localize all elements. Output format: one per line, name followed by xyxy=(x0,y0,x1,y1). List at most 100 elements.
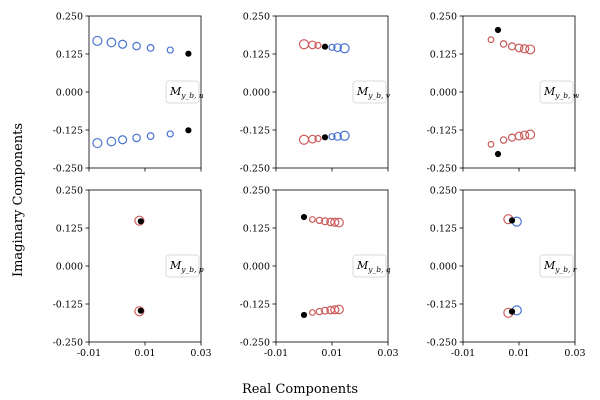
y-tick-label: 0.000 xyxy=(243,261,270,272)
pole-point xyxy=(137,218,144,225)
pole-marker xyxy=(507,42,517,51)
pole-marker xyxy=(309,309,316,316)
pole-point xyxy=(494,150,502,158)
legend-box xyxy=(352,80,387,104)
pole-marker xyxy=(487,140,495,148)
y-tick-label: 0.125 xyxy=(56,223,83,234)
pole-marker xyxy=(321,306,330,315)
y-tick-label: 0.000 xyxy=(430,87,457,98)
pole-marker xyxy=(92,137,103,149)
y-tick-label: 0.250 xyxy=(430,11,457,22)
pole-marker xyxy=(314,41,322,50)
pole-marker xyxy=(321,217,330,226)
pole-marker xyxy=(166,130,174,138)
legend-box xyxy=(165,80,200,104)
x-tick-label: 0.03 xyxy=(377,348,398,359)
x-tick-label: 0.01 xyxy=(321,348,342,359)
y-tick-label: -0.250 xyxy=(240,163,270,174)
y-tick-label: 0.250 xyxy=(56,11,83,22)
pole-point xyxy=(185,127,192,134)
subplot-4: 0.250 0.125 0.000 -0.125 -0.250-0.01 0.01 0.03… xyxy=(53,185,212,359)
pole-point xyxy=(185,50,192,57)
pole-marker xyxy=(330,217,340,227)
y-tick-label: 0.250 xyxy=(243,11,270,22)
legend-label: My_b, r xyxy=(543,259,577,274)
pole-marker xyxy=(514,43,524,53)
legend-label: My_b, v xyxy=(356,85,391,100)
x-tick-label: -0.01 xyxy=(77,348,101,359)
pole-point xyxy=(508,308,516,315)
pole-marker xyxy=(525,129,536,140)
subplot-2: 0.250 0.125 0.000 -0.125 -0.250 My_b, v xyxy=(240,11,391,174)
y-tick-label: 0.250 xyxy=(56,185,83,196)
y-tick-label: 0.125 xyxy=(430,49,457,60)
subplot-1: 0.250 0.125 0.000 -0.125 -0.250 My_b, u xyxy=(53,11,204,174)
pole-marker xyxy=(333,43,343,53)
pole-marker xyxy=(309,216,316,223)
y-tick-label: 0.250 xyxy=(430,185,457,196)
pole-marker xyxy=(334,217,344,228)
y-tick-label: 0.000 xyxy=(56,261,83,272)
pole-marker xyxy=(339,43,350,54)
y-tick-label: 0.125 xyxy=(56,49,83,60)
legend-label: My_b, u xyxy=(169,85,204,100)
y-tick-label: -0.125 xyxy=(53,299,83,310)
pole-marker xyxy=(333,131,343,141)
pole-marker xyxy=(132,133,141,143)
y-axis-label: Imaginary Components xyxy=(11,123,26,277)
pole-marker xyxy=(525,44,536,55)
legend-box xyxy=(539,80,574,104)
y-tick-label: -0.250 xyxy=(53,163,83,174)
pole-marker xyxy=(134,215,145,226)
pole-point xyxy=(494,26,502,34)
y-tick-label: 0.125 xyxy=(430,223,457,234)
legend-box xyxy=(165,254,200,278)
pole-marker xyxy=(308,134,317,144)
pole-marker xyxy=(117,39,128,49)
y-tick-label: 0.000 xyxy=(430,261,457,272)
subplot-3: 0.250 0.125 0.000 -0.125 -0.250 My_b, w xyxy=(427,11,580,174)
pole-marker xyxy=(487,36,495,44)
pole-marker xyxy=(328,133,336,141)
x-tick-label: -0.01 xyxy=(451,348,475,359)
pole-marker xyxy=(315,216,324,225)
pole-point xyxy=(508,217,516,224)
subplot-5: 0.250 0.125 0.000 -0.125 -0.250-0.01 0.01 0.03… xyxy=(240,185,399,359)
pole-marker xyxy=(507,133,517,142)
pole-point xyxy=(137,307,144,314)
y-tick-label: 0.250 xyxy=(243,185,270,196)
y-tick-label: -0.125 xyxy=(427,125,457,136)
pole-marker xyxy=(146,44,155,52)
x-tick-label: 0.01 xyxy=(134,348,155,359)
pole-marker xyxy=(146,132,155,140)
y-tick-label: 0.000 xyxy=(56,87,83,98)
pole-marker xyxy=(499,40,508,48)
y-tick-label: 0.125 xyxy=(243,223,270,234)
pole-point xyxy=(321,43,329,50)
x-tick-label: -0.01 xyxy=(264,348,288,359)
y-tick-label: 0.125 xyxy=(243,49,270,60)
pole-point xyxy=(300,213,308,221)
pole-marker xyxy=(106,136,117,147)
y-tick-label: -0.250 xyxy=(427,163,457,174)
y-tick-label: -0.125 xyxy=(53,125,83,136)
y-tick-label: 0.000 xyxy=(243,87,270,98)
y-tick-label: -0.250 xyxy=(240,337,270,348)
pole-point xyxy=(321,134,329,141)
legend-box xyxy=(352,254,387,278)
pole-marker xyxy=(519,130,530,140)
pole-marker xyxy=(334,304,344,315)
pole-marker xyxy=(514,131,524,141)
pole-marker xyxy=(92,35,103,47)
legend-label: My_b, p xyxy=(169,259,204,274)
pole-marker xyxy=(519,44,530,54)
x-tick-label: 0.01 xyxy=(508,348,529,359)
pole-marker xyxy=(298,39,310,50)
pole-marker xyxy=(298,134,310,145)
pole-marker xyxy=(308,40,317,50)
y-tick-label: -0.125 xyxy=(240,299,270,310)
pole-marker xyxy=(134,306,145,317)
legend-label: My_b, w xyxy=(543,85,580,100)
